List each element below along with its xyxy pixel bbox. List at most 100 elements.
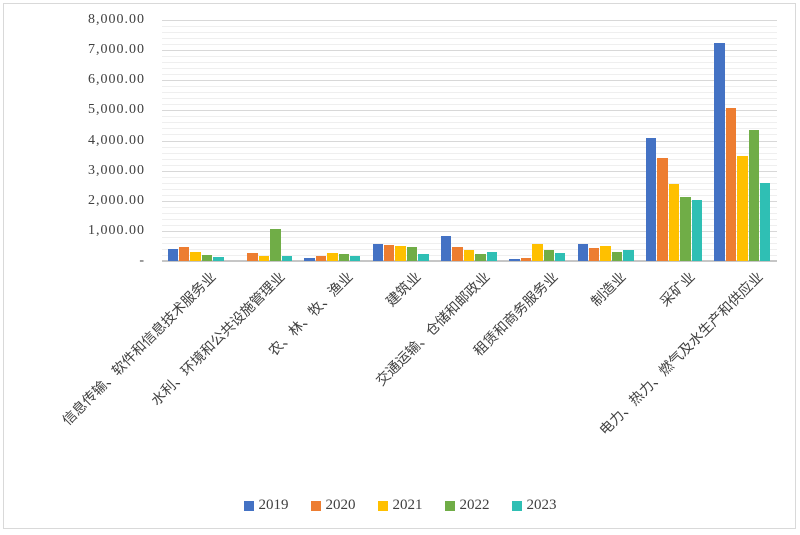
bar-2022-cat9 [748,129,759,261]
bar-2020-cat2 [247,252,258,261]
bar-2022-cat7 [611,251,623,261]
bar-2023-cat1 [213,257,224,261]
legend-item-2021: 2021 [377,497,423,514]
minor-gridline [162,218,777,220]
minor-gridline [162,38,777,40]
legend-label: 2021 [392,497,423,513]
minor-gridline [162,128,777,130]
bar-2021-cat3 [327,253,338,261]
minor-gridline [162,122,777,124]
legend-label: 2022 [459,497,490,513]
minor-gridline [162,236,777,238]
bar-2023-cat7 [623,249,634,261]
bar-2021-cat2 [258,255,270,261]
minor-gridline [162,134,777,136]
bar-2022-cat6 [543,250,554,261]
bar-2020-cat4 [384,244,395,261]
major-gridline [162,230,777,232]
bar-2019-cat6 [509,259,520,261]
legend-swatch-icon [310,500,321,511]
plot-area [162,20,777,262]
x-category-label: 制造业 [589,269,630,311]
minor-gridline [162,194,777,196]
minor-gridline [162,242,777,244]
bar-2020-cat9 [725,107,737,261]
bar-2021-cat8 [668,184,680,261]
y-tick-label: 5,000.00 [88,102,145,118]
bar-2023-cat3 [349,256,361,261]
bar-2023-cat6 [554,252,566,261]
major-gridline [162,200,777,202]
minor-gridline [162,248,777,250]
legend-label: 2023 [526,497,557,513]
major-gridline [162,170,777,172]
minor-gridline [162,188,777,190]
minor-gridline [162,44,777,46]
bar-2019-cat5 [441,236,452,261]
legend-item-2020: 2020 [310,497,356,514]
y-tick-label: - [139,253,145,268]
bar-2022-cat4 [406,247,418,261]
bar-2020-cat1 [179,246,190,261]
major-gridline [162,20,777,21]
bar-2023-cat8 [691,199,702,261]
legend-item-2023: 2023 [511,497,557,514]
bar-2020-cat6 [520,258,532,261]
minor-gridline [162,182,777,184]
bar-2019-cat1 [167,249,179,261]
bar-2021-cat4 [395,245,406,261]
bar-2019-cat8 [646,137,657,261]
legend-label: 2020 [325,497,356,513]
bar-2019-cat9 [714,43,725,261]
major-gridline [162,140,777,142]
x-category-label: 采矿业 [657,269,698,311]
bar-2023-cat4 [418,254,429,261]
major-gridline [162,80,777,82]
bar-2021-cat5 [463,250,475,261]
legend-swatch-icon [511,500,522,511]
legend-label: 2019 [258,497,289,513]
bar-2022-cat8 [680,196,691,261]
bar-2020-cat7 [589,248,600,261]
y-tick-label: 3,000.00 [88,162,145,178]
x-category-label: 水利、环境和公共设施管理业 [148,269,288,410]
minor-gridline [162,26,777,28]
minor-gridline [162,62,777,64]
minor-gridline [162,68,777,70]
bar-2019-cat4 [372,243,384,261]
bar-2021-cat6 [532,244,543,261]
bar-2022-cat2 [270,229,281,261]
minor-gridline [162,146,777,148]
minor-gridline [162,32,777,34]
legend-swatch-icon [444,500,455,511]
y-tick-label: 4,000.00 [88,132,145,148]
minor-gridline [162,212,777,214]
bar-2023-cat5 [486,251,497,261]
minor-gridline [162,74,777,76]
minor-gridline [162,56,777,58]
minor-gridline [162,158,777,160]
minor-gridline [162,86,777,88]
major-gridline [162,50,777,52]
legend-swatch-icon [377,500,388,511]
bar-2022-cat3 [338,254,349,261]
minor-gridline [162,224,777,226]
bar-2019-cat3 [304,258,315,261]
bar-2019-cat7 [577,244,589,261]
bar-2021-cat7 [600,245,611,261]
y-tick-label: 1,000.00 [88,222,145,238]
bar-2021-cat9 [737,156,748,261]
bar-2021-cat1 [190,251,201,261]
minor-gridline [162,98,777,100]
minor-gridline [162,104,777,106]
minor-gridline [162,164,777,166]
bar-2020-cat8 [657,157,668,261]
major-gridline [162,110,777,112]
bar-2020-cat5 [452,246,463,261]
legend-swatch-icon [243,500,254,511]
legend-item-2022: 2022 [444,497,490,514]
bar-2020-cat3 [315,256,327,261]
legend: 2019 2020 2021 2022 2023 [0,497,800,514]
minor-gridline [162,116,777,118]
